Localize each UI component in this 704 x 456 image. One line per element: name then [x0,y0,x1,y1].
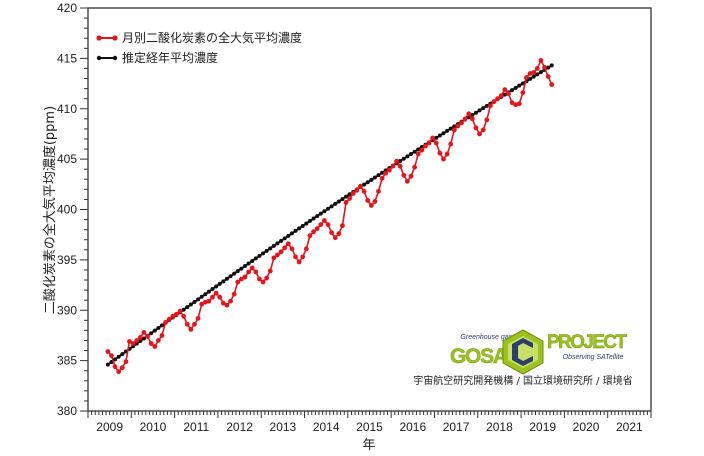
black-marker-icon [112,55,118,61]
black-marker-icon [96,55,102,61]
x-axis-title: 年 [362,438,375,453]
logo-tagline-bottom: Observing SATellite [563,354,624,361]
logo-project-text: PROJECT [547,332,627,353]
y-axis-title: 二酸化炭素の全大気平均濃度(ppm) [42,106,58,314]
y-axis: 380 385 390 395 400 405 410 415 420 [57,1,88,418]
legend-item-trend: 推定経年平均濃度 [96,50,218,65]
x-tick-label: 2009 [96,420,123,434]
y-tick-label: 405 [57,152,77,166]
legend-label-trend: 推定経年平均濃度 [122,50,218,65]
x-tick-label: 2021 [616,420,643,434]
x-axis: 2009 2010 2011 2012 2013 2014 2015 2016 2017 2018… [87,411,652,434]
y-tick-label: 415 [57,51,77,65]
legend-item-monthly: 月別二酸化炭素の全大気平均濃度 [96,30,302,45]
x-tick-label: 2013 [270,420,297,434]
y-tick-label: 385 [57,354,77,368]
x-tick-label: 2020 [573,420,600,434]
y-tick-label: 380 [57,404,77,418]
trend-series [105,63,554,367]
legend-label-monthly: 月別二酸化炭素の全大気平均濃度 [122,30,302,45]
gosat-project-logo: Greenhouse gases GOSAT PROJECT Observing… [450,329,628,375]
logo-tagline-top: Greenhouse gases [460,334,520,341]
y-tick-label: 420 [57,1,77,15]
x-tick-label: 2010 [140,420,167,434]
x-tick-label: 2016 [399,420,426,434]
legend: 月別二酸化炭素の全大気平均濃度 推定経年平均濃度 [96,30,302,65]
y-tick-label: 410 [57,102,77,116]
credit-text: 宇宙航空研究開発機構 / 国立環境研究所 / 環境省 [413,374,632,387]
x-tick-label: 2011 [183,420,209,434]
x-tick-label: 2018 [486,420,513,434]
logo-gosat-text: GOSAT [450,345,518,368]
red-marker-icon [112,35,118,41]
logo-cube-icon [502,329,544,375]
y-tick-label: 395 [57,253,77,267]
x-tick-label: 2017 [443,420,470,434]
y-tick-label: 400 [57,203,77,217]
x-tick-label: 2012 [226,420,253,434]
monthly-series [105,57,555,375]
y-tick-label: 390 [57,303,77,317]
x-tick-label: 2014 [313,420,340,434]
x-tick-label: 2015 [356,420,383,434]
red-marker-icon [96,35,102,41]
x-tick-label: 2019 [529,420,556,434]
